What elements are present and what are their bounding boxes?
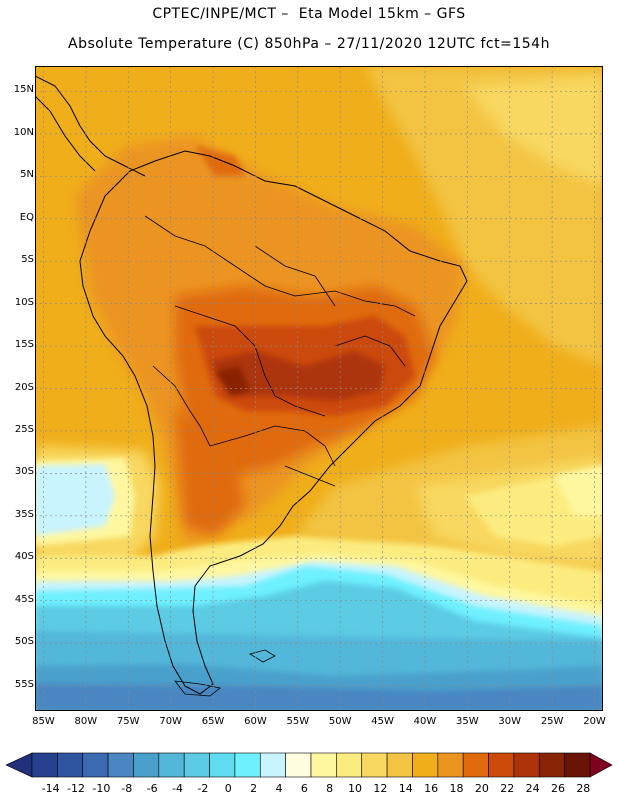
lat-label: 45S	[14, 593, 34, 605]
colorbar-swatch	[107, 752, 134, 778]
colorbar-swatch	[386, 752, 413, 778]
colorbar-label: 6	[300, 782, 308, 795]
tierra-del-fuego-outline	[174, 680, 221, 697]
lon-label: 60W	[244, 716, 267, 727]
border-bolivia-brazil	[174, 305, 326, 417]
colorbar-swatch	[462, 752, 489, 778]
colorbar-swatch	[488, 752, 515, 778]
colorbar-label: 10	[348, 782, 363, 795]
lon-label: 65W	[201, 716, 225, 727]
lat-label: 5S	[21, 254, 34, 266]
colorbar-swatch	[437, 752, 464, 778]
colorbar-label: 22	[500, 782, 515, 795]
lat-label: 10S	[14, 296, 34, 308]
colorbar-swatch	[564, 752, 591, 778]
lat-label: 5N	[20, 169, 34, 181]
lon-label: 75W	[116, 716, 140, 727]
colorbar-over-triangle	[589, 752, 613, 778]
lat-label: 20S	[14, 381, 34, 393]
border-brazil-north	[254, 245, 336, 307]
colorbar-label: 8	[326, 782, 334, 795]
colorbar-label: -12	[67, 782, 86, 795]
map-frame	[35, 66, 603, 711]
map-canvas	[35, 66, 603, 711]
lon-label: 30W	[498, 716, 522, 727]
colorbar-under-triangle	[5, 752, 33, 778]
colorbar-swatch	[336, 752, 363, 778]
lat-label: 15S	[14, 339, 34, 351]
colorbar-label: 0	[224, 782, 232, 795]
lon-label: 35W	[456, 716, 479, 727]
field-pac-4	[35, 464, 115, 536]
field-satl-8	[555, 466, 603, 516]
lon-label: 25W	[540, 716, 564, 727]
colorbar-label: -2	[197, 782, 209, 795]
colorbar-swatch	[285, 752, 312, 778]
colorbar-label: -8	[121, 782, 133, 795]
lat-label: 55S	[14, 678, 34, 690]
lon-label: 70W	[159, 716, 182, 727]
colorbar-label: 14	[398, 782, 413, 795]
colorbar-label: 18	[449, 782, 464, 795]
lat-label: 15N	[13, 84, 34, 96]
colorbar-label: 16	[424, 782, 439, 795]
colorbar-label: 20	[474, 782, 489, 795]
lon-label: 20W	[583, 716, 606, 727]
falklands-outline	[248, 649, 276, 663]
border-brazil-states	[334, 335, 406, 367]
lat-label: 25S	[14, 423, 34, 435]
colorbar-swatch	[361, 752, 388, 778]
colorbar-swatch	[31, 752, 58, 778]
colorbar-label: 4	[275, 782, 283, 795]
lon-label: 45W	[371, 716, 394, 727]
colorbar-swatch	[310, 752, 337, 778]
land-warm-20-south	[175, 406, 245, 536]
colorbar-label: -10	[92, 782, 111, 795]
colorbar-swatch	[133, 752, 160, 778]
colorbar-swatch	[412, 752, 439, 778]
lat-label: 35S	[14, 508, 34, 520]
field-s-m6	[35, 684, 603, 711]
lon-label: 80W	[74, 716, 98, 727]
colorbar-label: 24	[525, 782, 540, 795]
border-andes	[152, 365, 211, 447]
south-america-coastline	[79, 150, 468, 695]
border-uruguay	[284, 465, 336, 487]
colorbar-label: -14	[41, 782, 60, 795]
colorbar-swatch	[538, 752, 565, 778]
chart-title-line2: Absolute Temperature (C) 850hPa – 27/11/…	[68, 36, 550, 52]
colorbar-swatch	[183, 752, 210, 778]
colorbar-swatch	[209, 752, 236, 778]
lon-label: 85W	[32, 716, 55, 727]
colorbar-swatch	[57, 752, 84, 778]
colorbar	[5, 752, 613, 778]
colorbar-label: 28	[576, 782, 591, 795]
colorbar-label: -4	[172, 782, 183, 795]
colorbar-label: -6	[146, 782, 158, 795]
colorbar-label: 26	[550, 782, 565, 795]
lat-label: 50S	[14, 636, 34, 648]
central-america-pacific-coast	[35, 95, 96, 172]
temperature-map	[35, 66, 603, 711]
lat-label: 10N	[13, 126, 34, 138]
colorbar-swatch	[259, 752, 286, 778]
colorbar-swatch	[234, 752, 261, 778]
lon-label: 55W	[286, 716, 310, 727]
central-america-coastline	[35, 75, 146, 177]
lat-label: 40S	[14, 551, 34, 563]
colorbar-swatch	[158, 752, 185, 778]
colorbar-label: 2	[250, 782, 258, 795]
field-ne-12	[465, 76, 603, 186]
lon-label: 50W	[328, 716, 352, 727]
border-paraguay	[209, 425, 336, 467]
lon-label: 40W	[413, 716, 437, 727]
colorbar-label: 12	[373, 782, 388, 795]
lat-label: EQ	[19, 211, 34, 223]
colorbar-swatch	[82, 752, 109, 778]
chart-title-line1: CPTEC/INPE/MCT – Eta Model 15km – GFS	[152, 6, 466, 22]
lat-label: 30S	[14, 466, 34, 478]
land-warm-20-venezuela	[195, 146, 245, 176]
colorbar-swatch	[513, 752, 540, 778]
